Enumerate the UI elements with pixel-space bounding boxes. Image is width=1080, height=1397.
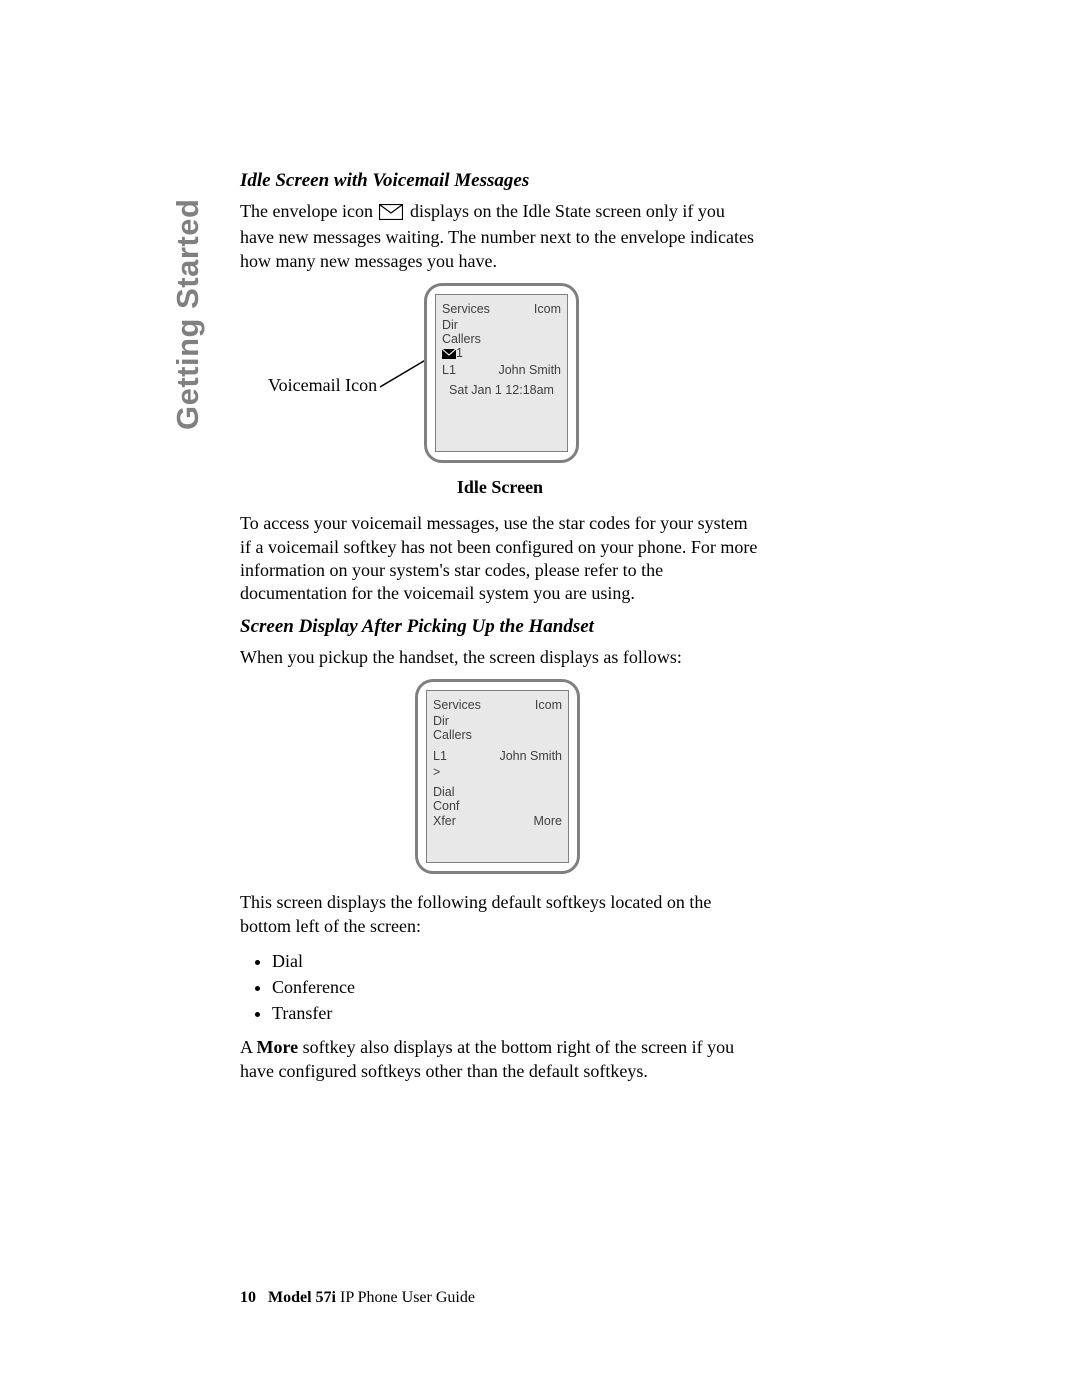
list-item: Dial (272, 948, 760, 974)
softkey-more: More (534, 813, 562, 830)
phone-device-frame: Services Icom Dir Callers 1 (424, 283, 579, 463)
section2-heading: Screen Display After Picking Up the Hand… (240, 616, 760, 638)
text-fragment: A (240, 1037, 257, 1057)
footer-model: Model 57i (268, 1289, 336, 1306)
page: Getting Started Idle Screen with Voicema… (0, 0, 1080, 1397)
voicemail-icon-callout-label: Voicemail Icon (268, 375, 377, 396)
section1-heading: Idle Screen with Voicemail Messages (240, 170, 760, 192)
text-fragment: The envelope icon (240, 201, 377, 221)
phone-device-frame: Services Icom Dir Callers L1 John Smith … (415, 679, 580, 874)
line-label: L1 (442, 362, 456, 379)
softkey-icom: Icom (535, 697, 562, 714)
screen-row: Services Icom (442, 301, 561, 318)
softkey-dial: Dial (433, 785, 562, 799)
line-label: L1 (433, 748, 447, 765)
list-item: Transfer (272, 1000, 760, 1026)
section1-paragraph1: The envelope icon displays on the Idle S… (240, 200, 760, 273)
softkey-conf: Conf (433, 799, 562, 813)
envelope-icon (442, 348, 456, 362)
caller-name: John Smith (498, 362, 561, 379)
caller-name: John Smith (499, 748, 562, 765)
text-fragment: softkey also displays at the bottom righ… (240, 1037, 734, 1080)
chapter-tab-label: Getting Started (170, 199, 205, 430)
dial-prompt: > (433, 765, 562, 779)
softkey-dir: Dir (442, 318, 561, 332)
section2-intro: When you pickup the handset, the screen … (240, 646, 760, 669)
softkey-list: Dial Conference Transfer (240, 948, 760, 1026)
section1-paragraph2: To access your voicemail messages, use t… (240, 512, 760, 606)
idle-screen: Services Icom Dir Callers 1 (435, 294, 568, 452)
softkey-icom: Icom (534, 301, 561, 318)
softkey-xfer: Xfer (433, 813, 456, 830)
footer-rest: IP Phone User Guide (336, 1289, 475, 1306)
handset-screen-diagram: Services Icom Dir Callers L1 John Smith … (240, 679, 760, 879)
list-item: Conference (272, 974, 760, 1000)
softkey-services: Services (433, 697, 481, 714)
softkey-dir: Dir (433, 714, 562, 728)
voicemail-indicator: 1 (442, 346, 561, 362)
screen-row: L1 John Smith (442, 362, 561, 379)
page-footer: 10 Model 57i IP Phone User Guide (240, 1289, 475, 1307)
content-column: Idle Screen with Voicemail Messages The … (240, 170, 760, 1083)
voicemail-count: 1 (456, 346, 463, 360)
section2-after-para: This screen displays the following defau… (240, 891, 760, 938)
chapter-tab: Getting Started (170, 0, 206, 170)
softkey-services: Services (442, 301, 490, 318)
datetime-display: Sat Jan 1 12:18am (442, 381, 561, 400)
section2-more-para: A More softkey also displays at the bott… (240, 1036, 760, 1083)
page-number: 10 (240, 1289, 256, 1306)
envelope-icon (379, 203, 403, 226)
softkey-callers: Callers (442, 332, 561, 346)
screen-row: Xfer More (433, 813, 562, 830)
more-softkey-bold: More (257, 1037, 299, 1057)
handset-screen: Services Icom Dir Callers L1 John Smith … (426, 690, 569, 863)
screen-row: L1 John Smith (433, 748, 562, 765)
idle-screen-caption: Idle Screen (240, 477, 760, 498)
idle-screen-diagram: Voicemail Icon Services Icom Dir Callers (240, 283, 760, 473)
screen-row: Services Icom (433, 697, 562, 714)
softkey-callers: Callers (433, 728, 562, 742)
